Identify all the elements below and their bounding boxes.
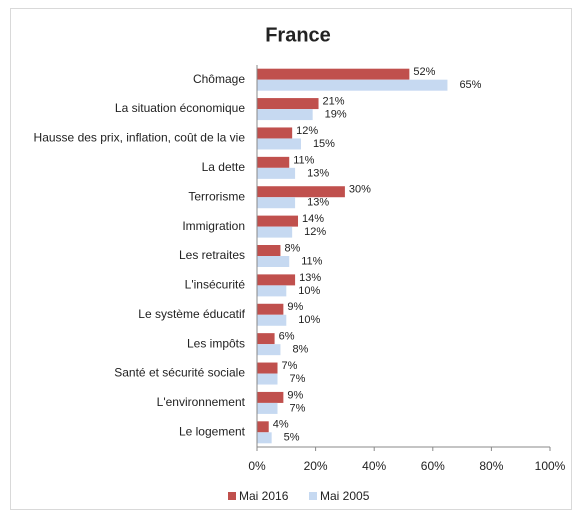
- x-tick-label: 80%: [479, 459, 503, 473]
- value-label: 19%: [325, 108, 347, 120]
- value-label: 7%: [282, 360, 298, 372]
- value-label: 6%: [279, 331, 295, 343]
- value-label: 15%: [313, 138, 335, 150]
- category-label: Le système éducatif: [138, 307, 245, 321]
- x-tick-label: 60%: [421, 459, 445, 473]
- value-label: 9%: [287, 389, 303, 401]
- bar: [257, 333, 275, 345]
- bar: [257, 256, 290, 267]
- bar: [257, 226, 293, 238]
- bar: [257, 98, 319, 110]
- category-label: Immigration: [182, 219, 245, 233]
- value-label: 12%: [304, 226, 326, 238]
- bar: [257, 109, 313, 121]
- value-label: 8%: [284, 242, 300, 254]
- value-label: 65%: [459, 79, 481, 91]
- legend-label: Mai 2005: [320, 489, 370, 503]
- legend-label: Mai 2016: [239, 489, 289, 503]
- category-label: Santé et sécurité sociale: [114, 366, 245, 380]
- value-label: 7%: [290, 373, 306, 385]
- value-label: 10%: [298, 285, 320, 297]
- chart-frame: [10, 8, 572, 510]
- category-label: L'insécurité: [185, 278, 246, 292]
- value-label: 11%: [293, 154, 314, 166]
- value-label: 9%: [287, 301, 303, 313]
- bar: [257, 156, 290, 168]
- category-label: Le logement: [179, 424, 246, 438]
- bar: [257, 127, 293, 139]
- bar: [257, 432, 272, 444]
- legend-swatch: [309, 492, 317, 500]
- value-label: 13%: [299, 272, 321, 284]
- category-label: Les impôts: [187, 336, 245, 350]
- value-label: 12%: [296, 125, 318, 137]
- bar: [257, 362, 278, 374]
- bar: [257, 167, 296, 179]
- bar: [257, 197, 296, 209]
- bar: [257, 285, 287, 297]
- legend-swatch: [228, 492, 236, 500]
- bar: [257, 186, 345, 198]
- bar: [257, 391, 284, 403]
- value-label: 10%: [298, 314, 320, 326]
- bar: [257, 274, 296, 286]
- chart-title: France: [265, 24, 331, 46]
- category-label: La situation économique: [115, 101, 245, 115]
- x-tick-label: 40%: [362, 459, 386, 473]
- category-label: L'environnement: [157, 395, 246, 409]
- bar: [257, 68, 410, 80]
- category-label: Terrorisme: [188, 189, 245, 203]
- value-label: 52%: [413, 66, 435, 78]
- value-label: 14%: [302, 213, 324, 225]
- x-tick-label: 20%: [304, 459, 328, 473]
- value-label: 4%: [273, 419, 289, 431]
- value-label: 13%: [307, 167, 329, 179]
- bar: [257, 402, 278, 414]
- bar: [257, 245, 281, 256]
- value-label: 5%: [284, 432, 300, 444]
- bar: [257, 373, 278, 385]
- bar: [257, 79, 448, 91]
- value-label: 8%: [292, 344, 308, 356]
- bar: [257, 215, 299, 227]
- value-label: 11%: [301, 255, 322, 267]
- bar: [257, 314, 287, 326]
- value-label: 30%: [349, 184, 371, 196]
- value-label: 21%: [323, 95, 345, 107]
- bar: [257, 421, 269, 433]
- x-tick-label: 100%: [535, 459, 566, 473]
- category-label: Hausse des prix, inflation, coût de la v…: [34, 131, 246, 145]
- bar: [257, 344, 281, 356]
- x-tick-label: 0%: [248, 459, 266, 473]
- category-label: Les retraites: [179, 248, 245, 262]
- value-label: 13%: [307, 197, 329, 209]
- bar: [257, 138, 301, 150]
- category-label: La dette: [202, 160, 246, 174]
- value-label: 7%: [290, 402, 306, 414]
- bar: [257, 303, 284, 315]
- category-label: Chômage: [193, 72, 245, 86]
